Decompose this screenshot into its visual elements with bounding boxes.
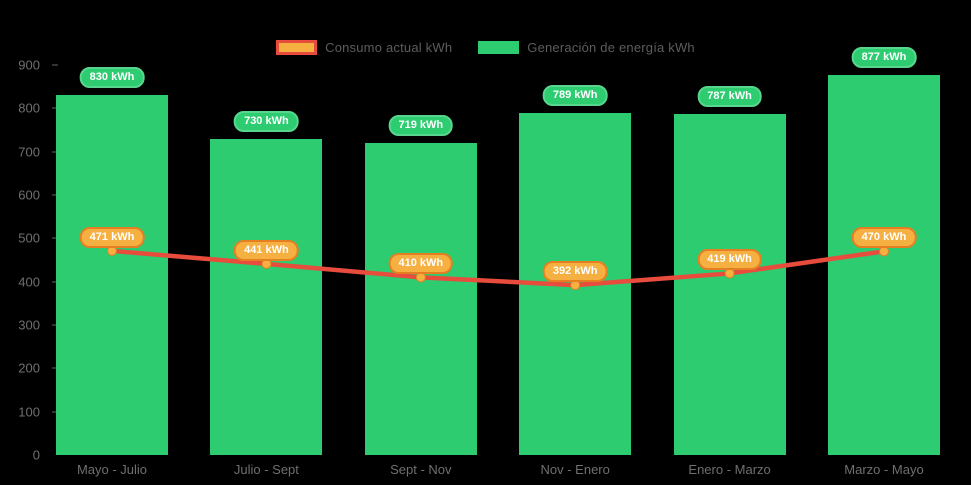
legend-item-generacion[interactable]: Generación de energía kWh xyxy=(478,40,695,55)
generation-bar[interactable] xyxy=(519,113,632,455)
y-axis-tick-mark xyxy=(52,107,58,110)
y-axis-tick-label: 200 xyxy=(18,360,40,376)
y-axis-tick-label: 300 xyxy=(18,317,40,333)
x-axis-category-label: Nov - Enero xyxy=(540,462,610,477)
generation-bar[interactable] xyxy=(364,143,477,455)
y-axis-tick-label: 0 xyxy=(32,447,40,463)
generation-value-badge: 789 kWh xyxy=(542,85,608,107)
consumption-value-badge: 441 kWh xyxy=(234,239,299,261)
y-axis-tick-label: 100 xyxy=(18,404,40,420)
y-axis-tick-mark xyxy=(52,64,58,66)
y-axis-tick-mark xyxy=(52,237,58,240)
y-axis-tick-mark xyxy=(52,410,58,413)
y-axis-tick-label: 800 xyxy=(18,100,40,116)
x-axis-category-label: Mayo - Julio xyxy=(76,462,148,477)
legend-label-generacion: Generación de energía kWh xyxy=(527,40,695,55)
y-axis-tick-label: 400 xyxy=(18,274,40,290)
consumption-value-badge: 392 kWh xyxy=(542,261,608,283)
x-axis-category-label: Enero - Marzo xyxy=(688,462,771,477)
consumption-value-badge: 470 kWh xyxy=(851,227,917,249)
y-axis-tick-label: 700 xyxy=(18,144,40,160)
consumption-value-badge: 410 kWh xyxy=(388,253,454,275)
generation-bar[interactable] xyxy=(828,74,940,455)
consumption-value-badge: 419 kWh xyxy=(697,249,762,271)
generation-value-badge: 730 kWh xyxy=(234,110,299,132)
x-axis-category-label: Sept - Nov xyxy=(390,462,452,477)
y-axis-tick-mark xyxy=(52,324,58,326)
y-axis-tick-mark xyxy=(52,194,58,196)
consumption-value-badge: 471 kWh xyxy=(79,226,145,248)
y-axis-tick-mark xyxy=(52,280,58,283)
y-axis-tick-label: 900 xyxy=(18,57,40,73)
generation-bar[interactable] xyxy=(673,113,786,455)
generation-value-badge: 719 kWh xyxy=(388,115,454,137)
generation-bar[interactable] xyxy=(210,138,323,455)
legend-item-consumo[interactable]: Consumo actual kWh xyxy=(276,40,452,55)
y-axis-tick-mark xyxy=(52,150,58,153)
x-axis-category-label: Marzo - Mayo xyxy=(844,462,924,477)
y-axis-tick-label: 500 xyxy=(18,230,40,246)
x-axis-category-label: Julio - Sept xyxy=(233,462,299,477)
legend-label-consumo: Consumo actual kWh xyxy=(325,40,453,55)
consumo-swatch-icon xyxy=(276,40,318,55)
generation-value-badge: 830 kWh xyxy=(79,67,145,89)
generation-bar[interactable] xyxy=(56,95,168,455)
y-axis-tick-label: 600 xyxy=(18,187,40,203)
y-axis-tick-mark xyxy=(52,367,58,370)
generation-value-badge: 877 kWh xyxy=(851,46,917,68)
generacion-swatch-icon xyxy=(478,41,520,54)
generation-value-badge: 787 kWh xyxy=(697,85,762,107)
chart-legend: Consumo actual kWh Generación de energía… xyxy=(0,40,971,55)
